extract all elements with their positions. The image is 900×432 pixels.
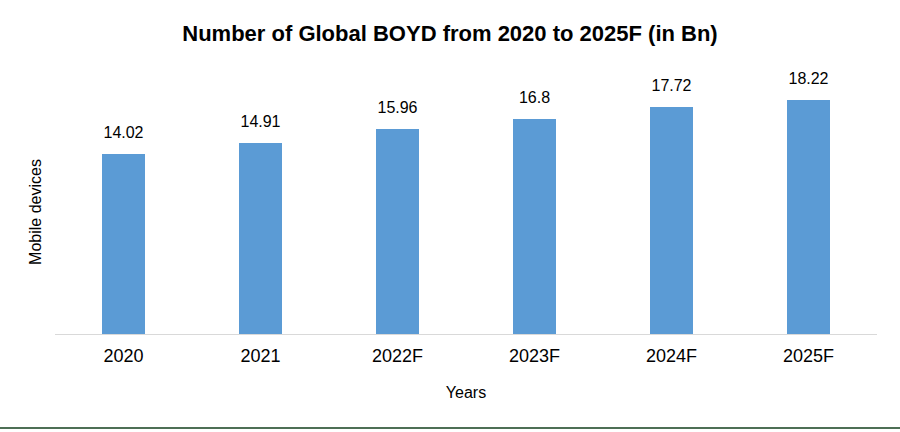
bar [102, 154, 145, 334]
bar-value-label: 18.22 [788, 70, 828, 88]
x-tick-label: 2021 [192, 346, 329, 367]
bar-value-label: 16.8 [519, 89, 550, 107]
x-tick-label: 2020 [55, 346, 192, 367]
bar-value-label: 14.02 [103, 124, 143, 142]
x-tick-label: 2022F [329, 346, 466, 367]
x-axis-tick-labels: 202020212022F2023F2024F2025F [55, 346, 877, 367]
chart-title: Number of Global BOYD from 2020 to 2025F… [0, 21, 900, 47]
bar-value-label: 15.96 [377, 99, 417, 117]
bar [787, 100, 830, 334]
bar [650, 107, 693, 334]
plot-area: 14.0214.9115.9616.817.7218.22 [55, 94, 877, 335]
bar [513, 119, 556, 334]
bar [376, 129, 419, 334]
bar [239, 143, 282, 334]
x-tick-label: 2023F [466, 346, 603, 367]
bar-value-label: 14.91 [240, 113, 280, 131]
x-axis-title: Years [55, 384, 877, 402]
x-tick-label: 2025F [740, 346, 877, 367]
x-tick-label: 2024F [603, 346, 740, 367]
chart-image: Number of Global BOYD from 2020 to 2025F… [0, 0, 900, 432]
y-axis-title: Mobile devices [27, 159, 45, 265]
bar-value-label: 17.72 [651, 77, 691, 95]
bottom-border-rule [0, 427, 900, 429]
